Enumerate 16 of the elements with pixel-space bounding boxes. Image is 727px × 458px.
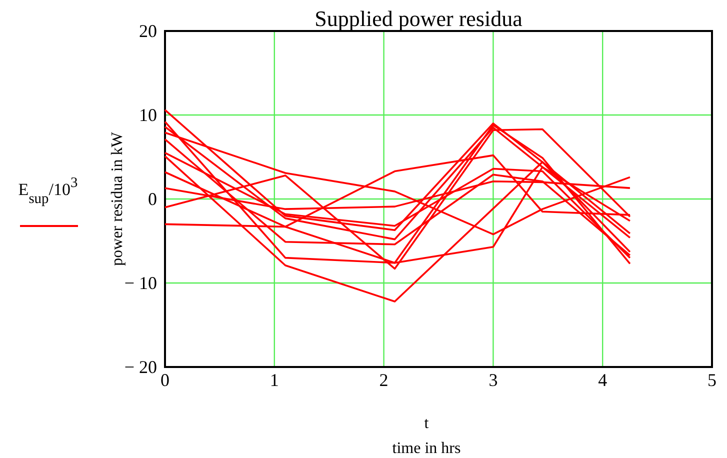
y-tick-label: 10 [139,104,157,125]
text: E$_{sup}$/10$^{3}$ [18,175,78,207]
x-tick-label: 0 [160,370,170,390]
chart-title: Supplied power residua [314,6,523,31]
x-tick-label: 1 [270,370,279,390]
y-tick-label: 20 [139,20,157,41]
x-tick-label: 5 [708,370,716,390]
y-tick-label: 0 [148,188,157,209]
text: t [424,415,430,432]
x-tick-label: 3 [488,370,498,390]
x-tick-label: 2 [379,370,388,390]
y-tick-label: − 20 [124,356,157,377]
x-axis-title: time in hrs [392,440,461,457]
y-tick-label: − 10 [124,272,157,293]
y-axis-title: power residua in kW [109,131,126,266]
x-tick-label: 4 [598,370,608,390]
